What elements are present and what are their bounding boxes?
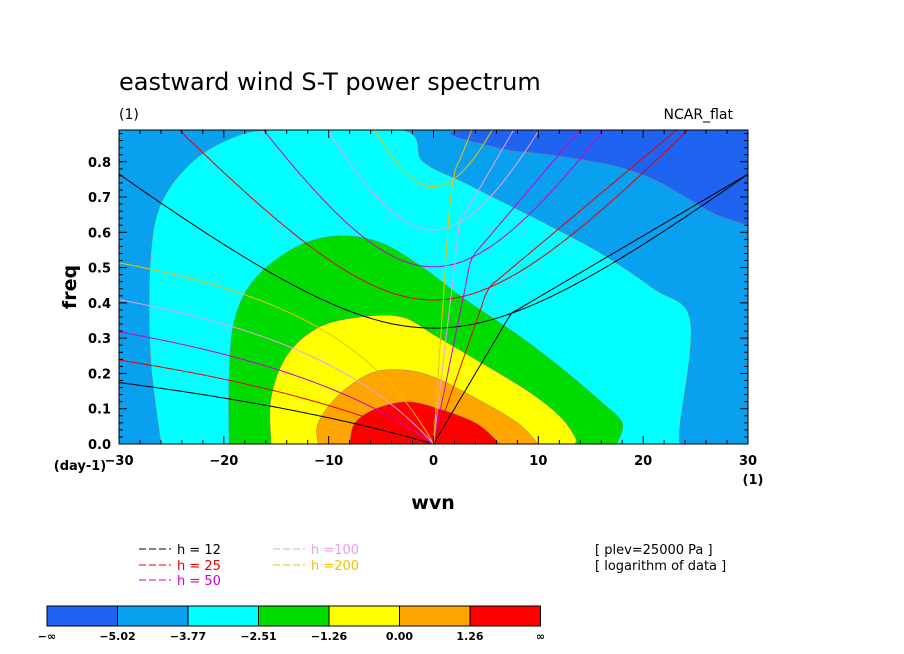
x-tick-label: 20 (634, 454, 652, 469)
x-unit-label: (1) (743, 473, 764, 488)
colorbar-label: ∞ (536, 630, 545, 643)
x-tick-label: 30 (739, 454, 757, 469)
colorbar-swatch (187, 605, 259, 627)
x-tick-label: −30 (105, 454, 134, 469)
y-tick-label: 0.8 (88, 156, 111, 171)
annotation-plev: [ plev=25000 Pa ] (595, 543, 713, 558)
colorbar-label: −2.51 (240, 630, 276, 643)
x-axis-label: wvn (411, 492, 454, 514)
contour-line (316, 369, 539, 444)
contour-region (349, 401, 498, 444)
dispersion-curve-eastward (433, 130, 581, 444)
legend-label: h =200 (311, 559, 359, 574)
dispersion-curve-westward (119, 359, 434, 444)
y-tick-label: 0.2 (88, 367, 111, 382)
colorbar-label: 1.26 (456, 630, 483, 643)
chart-subtitle: (1) (119, 107, 139, 123)
x-axis-ticks: −30 −20 −10 0 10 20 30 (105, 130, 757, 469)
chart-title: eastward wind S-T power spectrum (119, 68, 541, 96)
y-tick-label: 0.7 (88, 191, 111, 206)
colorbar-label: 0.00 (386, 630, 413, 643)
x-tick-label: −10 (314, 454, 343, 469)
contour-lines (148, 130, 748, 444)
contour-line (148, 130, 692, 444)
colorbar-swatch (117, 605, 189, 627)
contour-line (349, 401, 499, 444)
dispersion-curve-eastward (433, 130, 515, 444)
colorbar-swatch (258, 605, 330, 627)
legend-label: h = 50 (177, 574, 221, 589)
legend-label: h = 12 (177, 543, 221, 558)
colorbar-swatch (46, 605, 118, 627)
dispersion-curve-upper (374, 130, 493, 188)
contour-region (450, 130, 748, 226)
plot-area (119, 130, 748, 444)
colorbar-swatch (399, 605, 471, 627)
x-tick-label: −20 (209, 454, 238, 469)
y-axis-label: freq (59, 265, 81, 309)
dispersion-curve-eastward (433, 173, 748, 444)
dispersion-curve-upper (119, 173, 748, 329)
legend-label: h = 25 (177, 559, 221, 574)
y-axis-ticks: 0.0 0.1 0.2 0.3 0.4 0.5 0.6 0.7 0.8 (88, 133, 748, 453)
y-tick-label: 0.4 (88, 297, 111, 312)
x-tick-label: 10 (529, 454, 547, 469)
y-tick-label: 0.3 (88, 332, 111, 347)
dispersion-curve-westward (119, 299, 434, 444)
colorbar-swatch (469, 605, 541, 627)
legend-label: h =100 (311, 543, 359, 558)
dispersion-curve-westward (119, 262, 434, 444)
contour-line (228, 235, 624, 444)
y-unit-label: (day-1) (54, 459, 106, 474)
y-tick-label: 0.5 (88, 262, 111, 277)
colorbar-label: −∞ (38, 630, 56, 643)
colorbar: −∞ −5.02 −3.77 −2.51 −1.26 0.00 1.26 ∞ (38, 605, 545, 643)
annotation-log: [ logarithm of data ] (595, 559, 726, 574)
contour-line (269, 314, 577, 444)
dispersion-curve-eastward (433, 130, 678, 444)
dispersion-curve-westward (119, 331, 434, 444)
contour-line (450, 130, 748, 226)
y-tick-label: 0.0 (88, 438, 111, 453)
colorbar-label: −3.77 (170, 630, 206, 643)
colormap-name: NCAR_flat (664, 107, 734, 123)
dispersion-curve-upper (178, 130, 689, 301)
dispersion-curve-westward (119, 382, 434, 444)
dispersion-curves (119, 130, 748, 444)
colorbar-label: −1.26 (311, 630, 348, 643)
dispersion-curve-upper (327, 130, 540, 231)
dispersion-curve-upper (262, 130, 605, 268)
y-tick-label: 0.1 (88, 403, 111, 418)
colorbar-label: −5.02 (99, 630, 135, 643)
y-tick-label: 0.6 (88, 226, 111, 241)
colorbar-swatch (328, 605, 400, 627)
filled-contours (119, 130, 748, 444)
x-tick-label: 0 (429, 454, 438, 469)
